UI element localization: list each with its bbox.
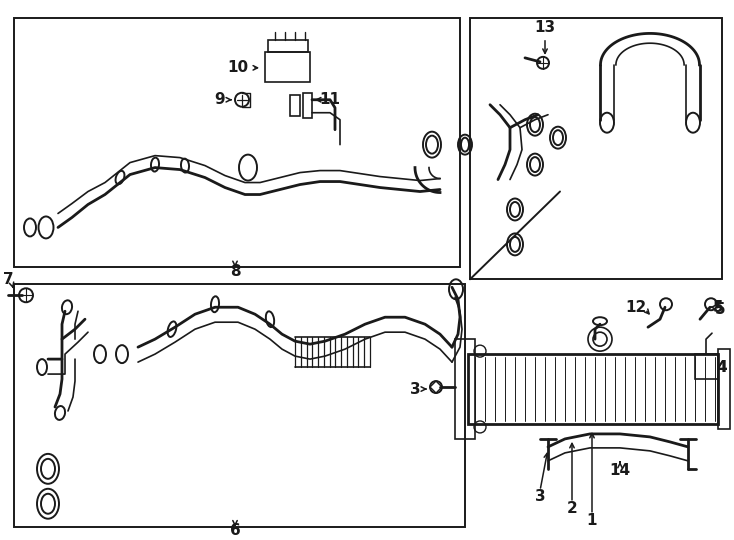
Bar (14, 284, 465, 526)
Text: 6: 6 (230, 523, 240, 538)
Bar (718, 349, 730, 429)
Bar (268, 40, 308, 52)
Text: 5: 5 (713, 300, 723, 315)
Text: 4: 4 (716, 360, 727, 375)
Text: 13: 13 (534, 21, 556, 36)
Text: 3: 3 (534, 489, 545, 504)
Text: 3: 3 (410, 382, 421, 396)
Bar (455, 339, 475, 439)
Text: 7: 7 (3, 272, 13, 287)
Text: 4: 4 (716, 360, 727, 375)
Text: 1: 1 (586, 513, 597, 528)
Bar (303, 93, 312, 118)
Bar (290, 94, 300, 116)
Bar (14, 18, 460, 267)
Bar (470, 18, 722, 279)
Text: 5: 5 (715, 302, 725, 317)
Text: 12: 12 (625, 300, 647, 315)
Text: 2: 2 (567, 501, 578, 516)
Text: 10: 10 (228, 60, 249, 76)
Bar (695, 354, 718, 379)
Text: 9: 9 (214, 92, 225, 107)
Text: 8: 8 (230, 264, 240, 279)
Text: 11: 11 (319, 92, 341, 107)
Bar (265, 52, 310, 82)
Text: 14: 14 (609, 463, 631, 478)
